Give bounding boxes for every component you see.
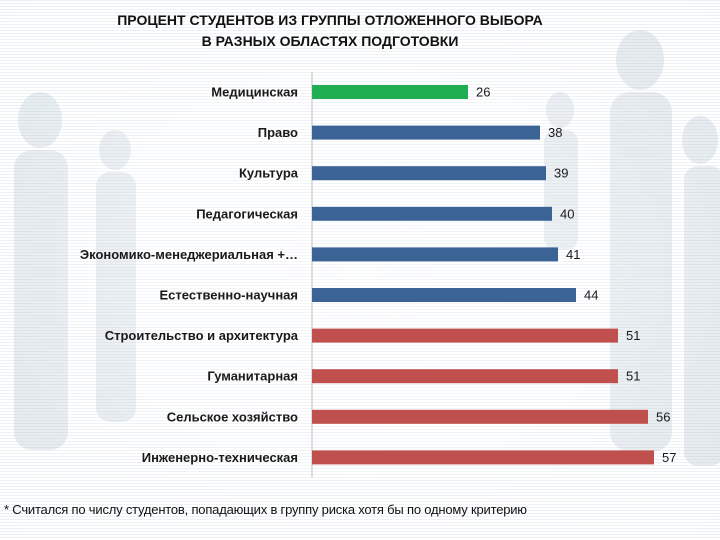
data-label: 51 — [626, 369, 640, 384]
category-label: Гуманитарная — [207, 369, 298, 384]
bar — [312, 288, 576, 302]
category-label: Педагогическая — [196, 206, 298, 221]
footnote: * Считался по числу студентов, попадающи… — [4, 502, 527, 517]
bar — [312, 125, 540, 140]
category-label: Право — [258, 125, 298, 140]
data-label: 56 — [656, 409, 670, 424]
bar — [312, 166, 546, 181]
category-label: Сельское хозяйство — [167, 409, 298, 424]
bar — [312, 369, 618, 384]
bar — [312, 85, 468, 99]
data-label: 39 — [554, 166, 568, 181]
bar — [312, 409, 648, 424]
data-label: 40 — [560, 206, 574, 221]
data-label: 41 — [566, 247, 580, 262]
chart-title: ПРОЦЕНТ СТУДЕНТОВ ИЗ ГРУППЫ ОТЛОЖЕННОГО … — [70, 10, 590, 52]
chart-title-line-1: ПРОЦЕНТ СТУДЕНТОВ ИЗ ГРУППЫ ОТЛОЖЕННОГО … — [117, 12, 543, 28]
category-label: Естественно-научная — [160, 288, 298, 303]
category-label: Инженерно-техническая — [142, 450, 298, 465]
bar — [312, 206, 552, 221]
bar — [312, 247, 558, 262]
category-label: Культура — [239, 166, 299, 181]
category-label: Экономико-менеджериальная +… — [80, 247, 298, 262]
data-label: 26 — [476, 85, 490, 100]
data-label: 44 — [584, 288, 598, 303]
data-label: 51 — [626, 328, 640, 343]
bar — [312, 328, 618, 343]
chart-title-line-2: В РАЗНЫХ ОБЛАСТЯХ ПОДГОТОВКИ — [201, 33, 459, 49]
data-label: 57 — [662, 450, 676, 465]
category-label: Строительство и архитектура — [105, 328, 299, 343]
data-label: 38 — [548, 125, 562, 140]
category-label: Медицинская — [211, 85, 298, 100]
bar — [312, 450, 654, 465]
